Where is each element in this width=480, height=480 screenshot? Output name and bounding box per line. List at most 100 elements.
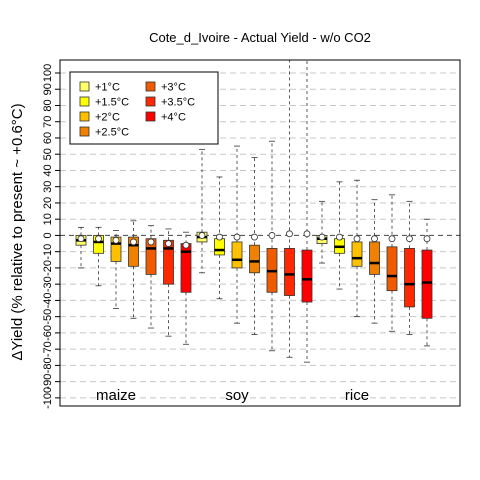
legend-swatch xyxy=(145,96,156,107)
mean-marker xyxy=(77,235,85,243)
box-soy-6 xyxy=(284,59,295,358)
mean-marker xyxy=(406,235,413,243)
mean-marker xyxy=(318,233,326,241)
y-tick-label: -20 xyxy=(42,260,54,276)
y-tick-label: -60 xyxy=(42,325,54,341)
box-soy-3 xyxy=(231,145,243,324)
legend-label: +3.5°C xyxy=(161,97,195,109)
box-body xyxy=(214,238,225,256)
box-maize-5 xyxy=(145,225,157,329)
box-maize-4 xyxy=(128,220,139,319)
legend-label: +2°C xyxy=(95,112,120,124)
mean-marker xyxy=(112,236,120,244)
mean-marker xyxy=(233,233,241,241)
box-rice-2 xyxy=(334,181,345,290)
box-soy-4 xyxy=(249,157,260,335)
chart-title: Cote_d_Ivoire - Actual Yield - w/o CO2 xyxy=(149,30,371,45)
box-maize-3 xyxy=(110,230,122,309)
mean-marker xyxy=(95,235,102,243)
box-rice-1 xyxy=(316,200,328,264)
crop-labels: maize soy rice xyxy=(96,387,369,404)
box-soy-7 xyxy=(301,59,313,363)
plot-frame xyxy=(59,59,461,407)
y-tick-label: 10 xyxy=(42,213,54,225)
mean-marker xyxy=(303,230,311,238)
box-maize-7 xyxy=(180,231,192,345)
legend-item-2: +1.5°C xyxy=(79,96,129,109)
y-tick-label: 0 xyxy=(42,232,54,238)
box-rice-5 xyxy=(386,194,398,332)
mean-marker xyxy=(286,230,293,238)
y-tick-label: -50 xyxy=(42,309,54,325)
crop-label-rice: rice xyxy=(345,387,369,404)
y-axis-label: ΔYield (% relative to present ~ +0.6°C) xyxy=(9,103,26,360)
mean-marker xyxy=(130,238,137,246)
box-body xyxy=(301,249,313,303)
mean-marker xyxy=(198,232,206,239)
mean-marker xyxy=(165,240,172,247)
legend-swatch xyxy=(79,96,90,107)
legend-label: +4°C xyxy=(161,112,186,124)
legend-swatch xyxy=(79,111,90,122)
crop-label-maize: maize xyxy=(96,387,136,404)
box-body xyxy=(284,248,295,296)
box-rice-6 xyxy=(404,200,415,335)
mean-marker xyxy=(147,238,155,246)
mean-marker xyxy=(371,235,378,243)
y-tick-label: -30 xyxy=(42,276,54,292)
legend: +1°C +1.5°C +2°C +2.5°C +3°C +3.5°C +4°C xyxy=(69,71,219,145)
box-body xyxy=(231,241,243,269)
y-tick-label: -90 xyxy=(42,374,54,390)
legend-swatch xyxy=(79,126,90,137)
legend-item-1: +1°C xyxy=(79,81,120,94)
mean-marker xyxy=(353,235,361,243)
box-body xyxy=(351,241,363,267)
y-tick-label: 20 xyxy=(42,197,54,209)
y-tick-label: -40 xyxy=(42,292,54,308)
mean-marker xyxy=(268,232,276,239)
legend-item-7: +4°C xyxy=(145,112,186,124)
crop-group-rice xyxy=(316,179,433,347)
mean-marker xyxy=(216,233,223,241)
mean-marker xyxy=(423,235,431,243)
box-body xyxy=(249,244,260,274)
y-tick-label: -70 xyxy=(42,341,54,357)
legend-swatch xyxy=(79,81,90,92)
crop-group-maize xyxy=(75,220,192,345)
box-maize-6 xyxy=(163,228,174,337)
mean-marker xyxy=(336,233,343,241)
box-body xyxy=(404,248,415,308)
crop-label-soy: soy xyxy=(225,387,249,404)
y-tick-label: 30 xyxy=(42,181,54,193)
box-soy-2 xyxy=(214,176,225,300)
box-body xyxy=(369,241,380,275)
legend-frame xyxy=(69,71,219,145)
y-tick-label: 40 xyxy=(42,164,54,176)
legend-label: +1.5°C xyxy=(95,97,129,109)
box-body xyxy=(386,246,398,292)
legend-label: +2.5°C xyxy=(95,127,129,139)
box-maize-1 xyxy=(75,226,87,269)
legend-swatch xyxy=(145,81,156,92)
box-body xyxy=(421,249,433,319)
y-tick-label: -100 xyxy=(42,387,54,409)
y-tick-label: 100 xyxy=(42,64,54,82)
y-axis: -100-90-80-70-60-50-40-30-20-10010203040… xyxy=(42,64,60,409)
y-tick-label: 70 xyxy=(42,116,54,128)
y-tick-label: 80 xyxy=(42,99,54,111)
mean-marker xyxy=(251,233,258,241)
box-soy-1 xyxy=(196,148,208,274)
box-body xyxy=(128,236,139,267)
mean-marker xyxy=(182,241,190,249)
legend-label: +1°C xyxy=(95,82,120,94)
legend-item-4: +2.5°C xyxy=(79,126,129,139)
y-tick-label: 90 xyxy=(42,83,54,95)
legend-item-6: +3.5°C xyxy=(145,96,195,109)
y-tick-label: 60 xyxy=(42,132,54,144)
y-tick-label: -80 xyxy=(42,357,54,373)
box-rice-3 xyxy=(351,179,363,318)
crop-group-soy xyxy=(196,59,313,363)
y-tick-label: -10 xyxy=(42,244,54,260)
box-maize-2 xyxy=(93,226,104,287)
